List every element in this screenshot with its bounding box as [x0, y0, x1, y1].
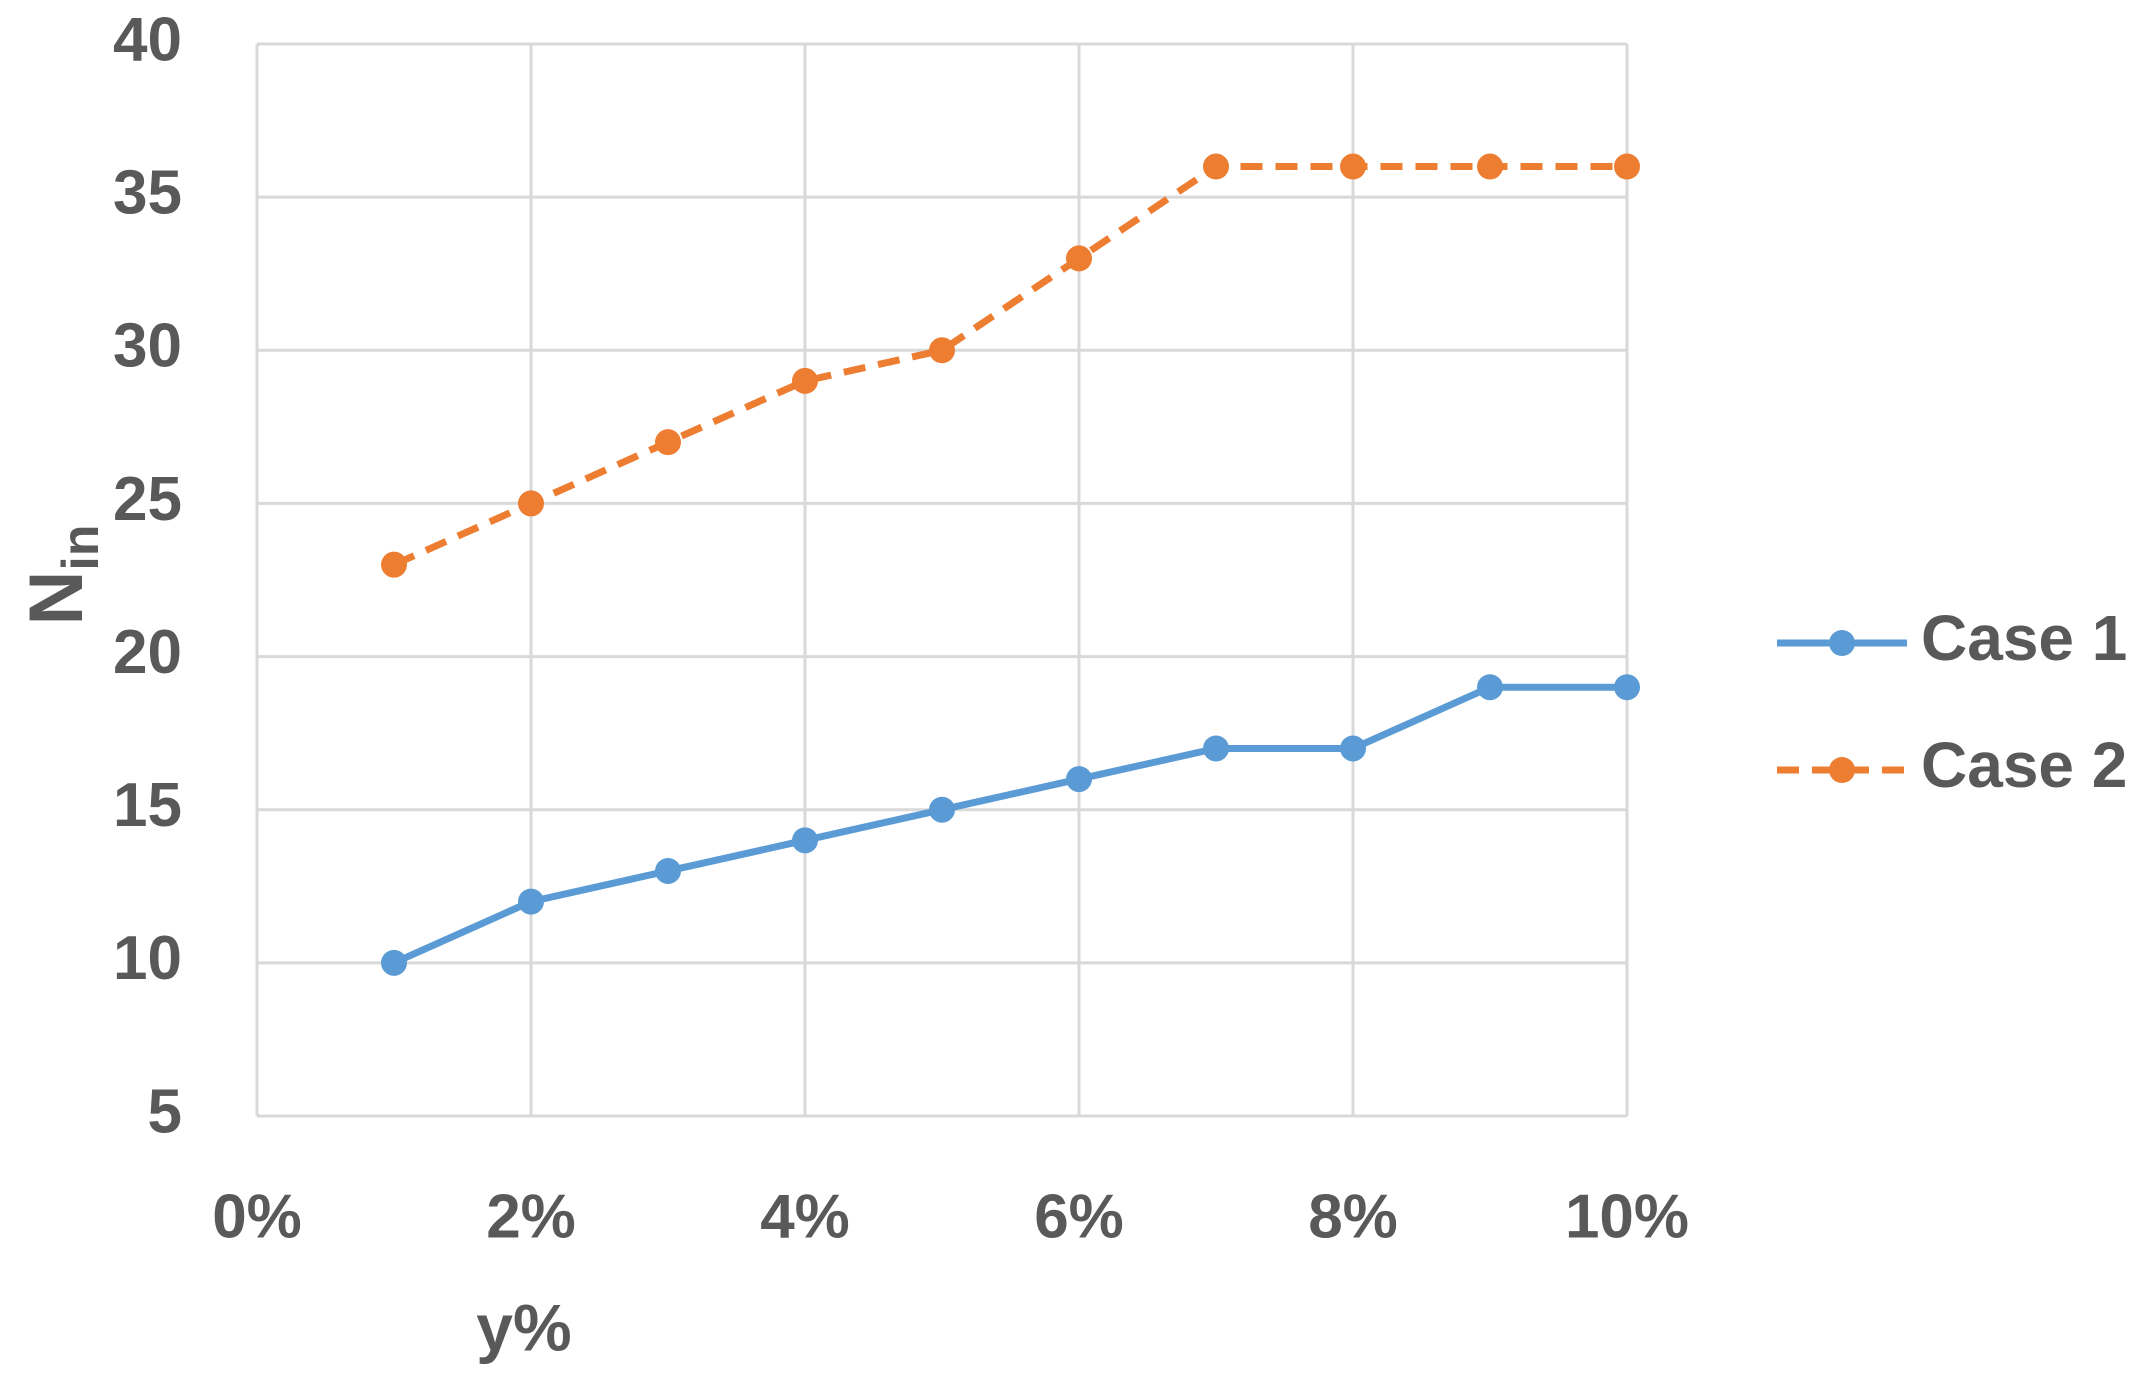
legend-label: Case 2 [1921, 729, 2127, 801]
x-tick-label: 10% [1565, 1182, 1689, 1251]
data-point [792, 827, 818, 854]
x-tick-label: 4% [760, 1182, 850, 1251]
data-point [1477, 674, 1503, 701]
data-point [1066, 245, 1092, 272]
y-tick-label: 10 [113, 924, 182, 993]
y-tick-label: 20 [113, 618, 182, 687]
data-point [929, 796, 955, 823]
x-tick-label: 2% [486, 1182, 576, 1251]
data-point [655, 857, 681, 884]
legend-marker [1829, 630, 1855, 656]
series-line [392, 683, 1627, 967]
y-tick-label: 15 [113, 771, 182, 840]
data-point [1066, 766, 1092, 793]
y-axis-label-sub: in [52, 524, 110, 570]
x-tick-label: 0% [212, 1182, 302, 1251]
data-point [381, 949, 407, 976]
data-point [381, 551, 407, 578]
y-axis-label-main: N [14, 571, 99, 626]
data-point [1203, 153, 1229, 180]
data-point [1614, 153, 1640, 180]
legend-marker [1829, 757, 1855, 783]
y-tick-label: 40 [113, 5, 182, 74]
data-point [929, 337, 955, 364]
data-point [1340, 153, 1366, 180]
y-tick-label: 30 [113, 312, 182, 381]
x-tick-label: 8% [1308, 1182, 1398, 1251]
x-tick-label: 6% [1034, 1182, 1124, 1251]
data-point [1614, 674, 1640, 701]
data-point [792, 367, 818, 394]
x-axis-label: y% [476, 1290, 571, 1364]
data-point [518, 490, 544, 517]
y-tick-label: 25 [113, 465, 182, 534]
legend-label: Case 1 [1921, 602, 2127, 674]
data-point [1477, 153, 1503, 180]
series-line [392, 163, 1627, 568]
data-point [1203, 735, 1229, 762]
data-point [1340, 735, 1366, 762]
data-point [518, 888, 544, 915]
y-tick-label: 35 [113, 159, 182, 228]
y-axis-label: Nin [14, 524, 110, 625]
y-tick-label: 5 [148, 1077, 182, 1146]
data-point [655, 429, 681, 456]
